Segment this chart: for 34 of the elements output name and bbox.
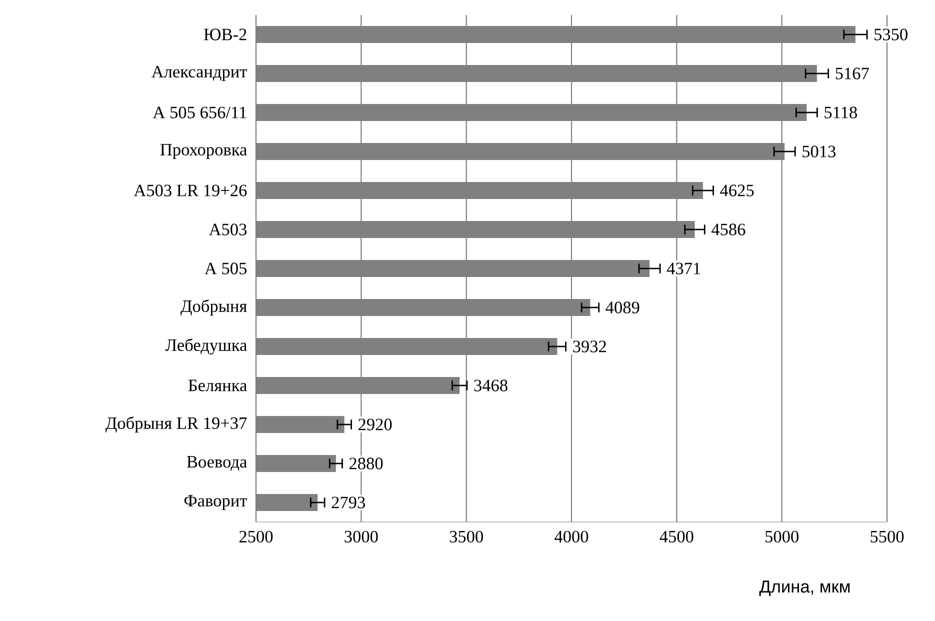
x-tick-label: 5000 bbox=[766, 530, 798, 542]
data-label: 4586 bbox=[711, 224, 746, 236]
y-tick-label: Фаворит bbox=[184, 495, 247, 510]
x-tick-label: 4000 bbox=[554, 530, 588, 542]
y-tick-label: А503 bbox=[208, 224, 247, 236]
data-label: 2880 bbox=[350, 458, 383, 470]
data-label: 4625 bbox=[720, 184, 754, 196]
y-tick-label: ЮВ-2 bbox=[204, 28, 246, 40]
x-tick-label: 3000 bbox=[344, 530, 378, 542]
x-tick-label: 4500 bbox=[660, 530, 694, 542]
x-tick-label: 2500 bbox=[239, 530, 273, 542]
data-label: 3468 bbox=[474, 380, 508, 392]
data-label: 5167 bbox=[836, 68, 869, 80]
y-tick-label: А503 LR 19+26 bbox=[134, 184, 247, 196]
data-label: 2793 bbox=[332, 496, 365, 508]
data-label: 5350 bbox=[874, 28, 908, 40]
data-label: 4089 bbox=[606, 302, 640, 314]
y-tick-label: Александрит bbox=[152, 66, 247, 82]
y-tick-label: Белянка bbox=[188, 380, 247, 392]
data-label: 3932 bbox=[573, 340, 606, 352]
y-tick-label: Прохоровка bbox=[160, 144, 247, 160]
data-label: 5118 bbox=[824, 106, 857, 118]
x-tick-label: 5500 bbox=[870, 530, 904, 542]
x-axis-title: Длина, мкм bbox=[759, 580, 850, 596]
y-tick-label: А 505 bbox=[204, 262, 247, 274]
data-label: 2920 bbox=[358, 418, 392, 430]
x-tick-label: 3500 bbox=[450, 530, 483, 542]
y-tick-label: Воевода bbox=[186, 456, 247, 471]
y-tick-label: Лебедушка bbox=[165, 338, 247, 355]
y-tick-label: А 505 656/11 bbox=[152, 106, 246, 118]
data-label: 5013 bbox=[802, 146, 836, 158]
y-tick-label: Добрыня bbox=[180, 299, 247, 316]
data-label: 4371 bbox=[666, 262, 700, 274]
y-tick-label: Добрыня LR 19+37 bbox=[105, 416, 247, 433]
